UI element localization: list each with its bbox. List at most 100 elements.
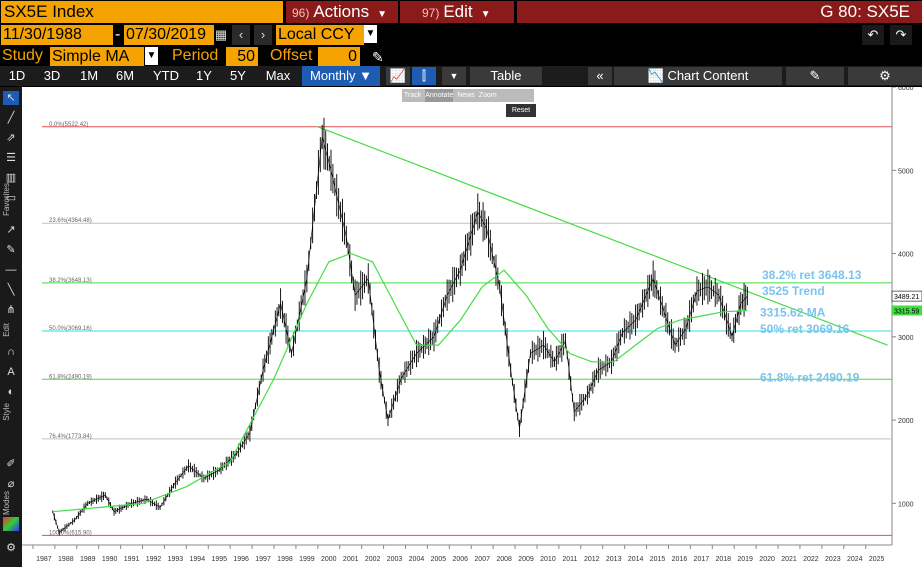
fib-level-label: 100.0%(615.90)	[49, 530, 92, 536]
pen-tool-icon[interactable]: ✐	[6, 458, 16, 470]
price-chart[interactable]: 1000 2000 3000 4000 5000 6000 1987 1988 1989 1990…	[22, 85, 922, 567]
ma-tag-box	[892, 305, 922, 316]
text-tool-icon[interactable]: A	[7, 366, 15, 378]
offset-field[interactable]: 0	[318, 47, 360, 67]
ticker-field[interactable]: SX5E Index	[1, 1, 283, 23]
fib-level-label: 76.4%(1773.84)	[49, 434, 92, 440]
period-max-button[interactable]: Max	[265, 68, 291, 83]
period-ytd-button[interactable]: YTD	[153, 68, 179, 83]
chevron-down-icon[interactable]: ▼	[442, 67, 466, 85]
reset-button[interactable]: Reset	[506, 104, 536, 117]
actions-menu-button[interactable]: 96) Actions ▼	[286, 1, 398, 23]
arrow-tool-icon[interactable]: ↗	[6, 224, 16, 236]
edit-label: Edit	[443, 2, 473, 21]
zoom-button[interactable]: Zoom	[478, 92, 497, 99]
frequency-select[interactable]: Monthly ▼	[302, 66, 380, 86]
reset-label: Reset	[511, 107, 531, 114]
news-button[interactable]: News	[457, 92, 475, 99]
fib-level-label: 0.0%(5522.42)	[49, 122, 88, 128]
chart-id-bar: G 80: SX5E	[517, 1, 922, 23]
bar-chart-icon[interactable]: ⫿	[412, 67, 436, 85]
start-date-field[interactable]: 11/30/1988	[1, 25, 113, 45]
y-tick-label: 2000	[898, 418, 914, 425]
x-tick-label: 1988	[58, 556, 74, 563]
date-separator: -	[115, 26, 121, 43]
date-range-bar: 11/30/1988 - 07/30/2019 ▦ ‹ › Local CCY …	[0, 24, 922, 46]
x-tick-label: 1997	[255, 556, 271, 563]
fib-level-label: 50.0%(3069.16)	[49, 326, 92, 332]
channel-tool-icon[interactable]: ▥	[5, 172, 17, 184]
x-tick-label: 1989	[80, 556, 96, 563]
annotation-label: 3315.62 MA	[760, 306, 826, 320]
actions-label: Actions	[313, 2, 370, 21]
end-date-field[interactable]: 07/30/2019	[124, 25, 216, 45]
period-3d-button[interactable]: 3D	[43, 68, 61, 83]
gear-icon[interactable]: ⚙	[848, 67, 922, 85]
track-button[interactable]: Track	[404, 92, 422, 99]
settings-icon[interactable]: ⚙	[6, 542, 16, 554]
x-tick-label: 2023	[825, 556, 841, 563]
x-tick-label: 2012	[584, 556, 600, 563]
redo-icon[interactable]: ↷	[890, 25, 912, 45]
color-icon[interactable]: ◐	[7, 386, 15, 398]
annotate-button[interactable]: Annotate	[425, 89, 454, 102]
x-tick-label: 2009	[518, 556, 534, 563]
study-bar: Study Simple MA ▼ Period 50 Offset 0 ✎	[0, 46, 922, 67]
trend-line	[317, 126, 888, 346]
annotation-label: 61.8% ret 2490.19	[760, 370, 860, 384]
calendar-icon[interactable]: ▦	[214, 25, 228, 45]
chevron-down-icon: ▼	[480, 9, 491, 20]
x-tick-label: 2001	[343, 556, 359, 563]
chart-content-button[interactable]: 📉 Chart Content	[614, 67, 782, 85]
chart-content-label: Chart Content	[667, 68, 749, 83]
fib-tool-icon[interactable]: ☰	[6, 152, 16, 164]
ruler-icon[interactable]: ⌀	[7, 478, 15, 490]
x-tick-label: 2010	[540, 556, 556, 563]
chart-panel[interactable]: 1000 2000 3000 4000 5000 6000 1987 1988 1989 1990…	[22, 85, 922, 567]
fib-level-label: 61.8%(2490.19)	[49, 374, 92, 380]
annotation-label: 38.2% ret 3648.13	[762, 268, 862, 282]
study-select[interactable]: Simple MA	[50, 47, 144, 67]
x-tick-label: 2022	[803, 556, 819, 563]
line-tool-icon[interactable]: ╱	[7, 112, 15, 124]
x-tick-label: 1993	[168, 556, 184, 563]
trend-tool-icon[interactable]: ⇗	[6, 132, 16, 144]
period-1m-button[interactable]: 1M	[79, 68, 99, 83]
edit-chart-icon[interactable]: ✎	[786, 67, 844, 85]
next-range-button[interactable]: ›	[254, 25, 272, 45]
period-1y-button[interactable]: 1Y	[196, 68, 212, 83]
undo-icon[interactable]: ↶	[862, 25, 884, 45]
currency-select[interactable]: Local CCY	[276, 25, 364, 45]
magnet-icon[interactable]: ∩	[7, 346, 15, 358]
actions-number: 96)	[292, 6, 310, 20]
chevron-down-icon: ▼	[359, 68, 373, 83]
table-button[interactable]: Table	[470, 67, 542, 85]
modes-color-icon[interactable]	[3, 517, 19, 531]
x-tick-label: 1992	[146, 556, 162, 563]
pencil-icon[interactable]: ✎	[372, 49, 384, 65]
x-tick-label: 1994	[190, 556, 206, 563]
x-tick-label: 2021	[781, 556, 797, 563]
x-tick-label: 2008	[496, 556, 512, 563]
x-tick-label: 1998	[277, 556, 293, 563]
period-5y-button[interactable]: 5Y	[230, 68, 246, 83]
x-tick-label: 2019	[737, 556, 753, 563]
drawing-tools-strip: ↖ ╱ ⇗ ☰ ▥ ▭ Favorites ↗ ✎ ― ╲ ⋔ Edit ∩ A…	[0, 87, 22, 567]
chevron-down-icon[interactable]: ▼	[364, 25, 377, 43]
collapse-icon[interactable]: «	[588, 67, 612, 85]
line-chart-icon[interactable]: 📈	[386, 67, 410, 85]
period-field[interactable]: 50	[226, 47, 258, 67]
period-6m-button[interactable]: 6M	[115, 68, 135, 83]
x-tick-label: 2018	[715, 556, 731, 563]
brush-tool-icon[interactable]: ✎	[6, 244, 16, 256]
chevron-down-icon[interactable]: ▼	[145, 47, 158, 65]
period-label: Period	[172, 47, 219, 64]
prev-range-button[interactable]: ‹	[232, 25, 250, 45]
hline-tool-icon[interactable]: ―	[5, 264, 17, 276]
fork-tool-icon[interactable]: ⋔	[6, 304, 16, 316]
edit-menu-button[interactable]: 97) Edit ▼	[400, 1, 514, 23]
period-1d-button[interactable]: 1D	[8, 68, 26, 83]
diag-tool-icon[interactable]: ╲	[7, 284, 15, 296]
pointer-icon[interactable]: ↖	[3, 91, 19, 105]
rect-tool-icon[interactable]: ▭	[5, 192, 17, 204]
